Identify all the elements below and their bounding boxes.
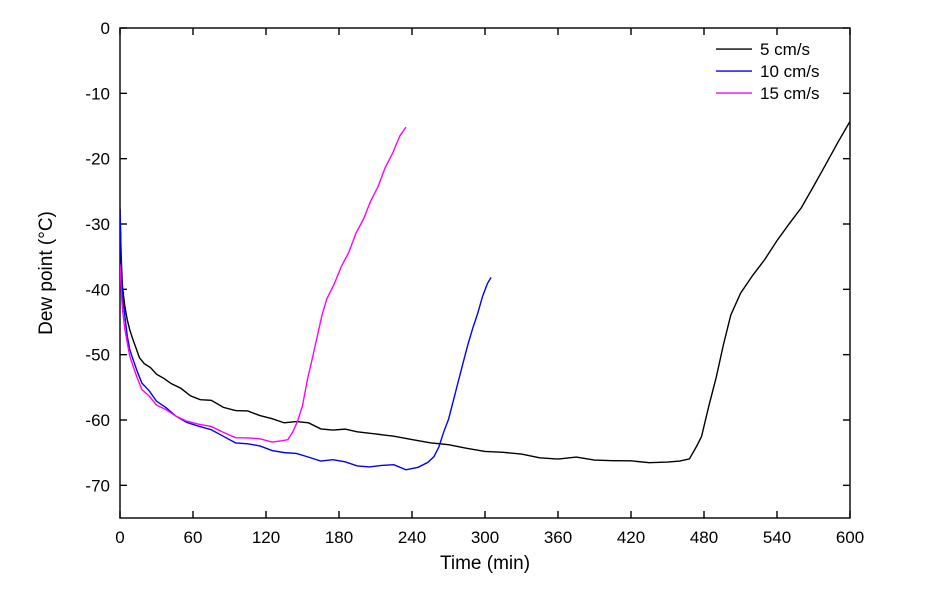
legend-label: 15 cm/s (760, 84, 820, 103)
y-tick-label: -50 (85, 346, 110, 365)
legend-label: 5 cm/s (760, 40, 810, 59)
x-tick-label: 420 (617, 528, 645, 547)
y-tick-label: 0 (101, 19, 110, 38)
x-tick-label: 600 (836, 528, 864, 547)
chart-svg: 0 60 120 180 240 300 360 420 480 540 600 -70 -60 -50 -… (0, 0, 935, 609)
y-tick-label: -60 (85, 411, 110, 430)
x-axis-label: Time (min) (440, 553, 530, 574)
x-tick-label: 180 (325, 528, 353, 547)
y-axis-label: Dew point (°C) (36, 211, 57, 335)
y-tick-label: -20 (85, 150, 110, 169)
x-tick-label: 300 (471, 528, 499, 547)
y-tick-label: -70 (85, 476, 110, 495)
x-tick-label: 240 (398, 528, 426, 547)
x-tick-label: 0 (115, 528, 124, 547)
legend-label: 10 cm/s (760, 62, 820, 81)
x-tick-label: 60 (184, 528, 203, 547)
x-tick-label: 360 (544, 528, 572, 547)
x-tick-label: 120 (252, 528, 280, 547)
y-tick-label: -30 (85, 215, 110, 234)
x-tick-label: 480 (690, 528, 718, 547)
y-tick-label: -40 (85, 280, 110, 299)
y-tick-label: -10 (85, 84, 110, 103)
dew-point-chart: 0 60 120 180 240 300 360 420 480 540 600 -70 -60 -50 -… (0, 0, 935, 609)
x-tick-label: 540 (763, 528, 791, 547)
